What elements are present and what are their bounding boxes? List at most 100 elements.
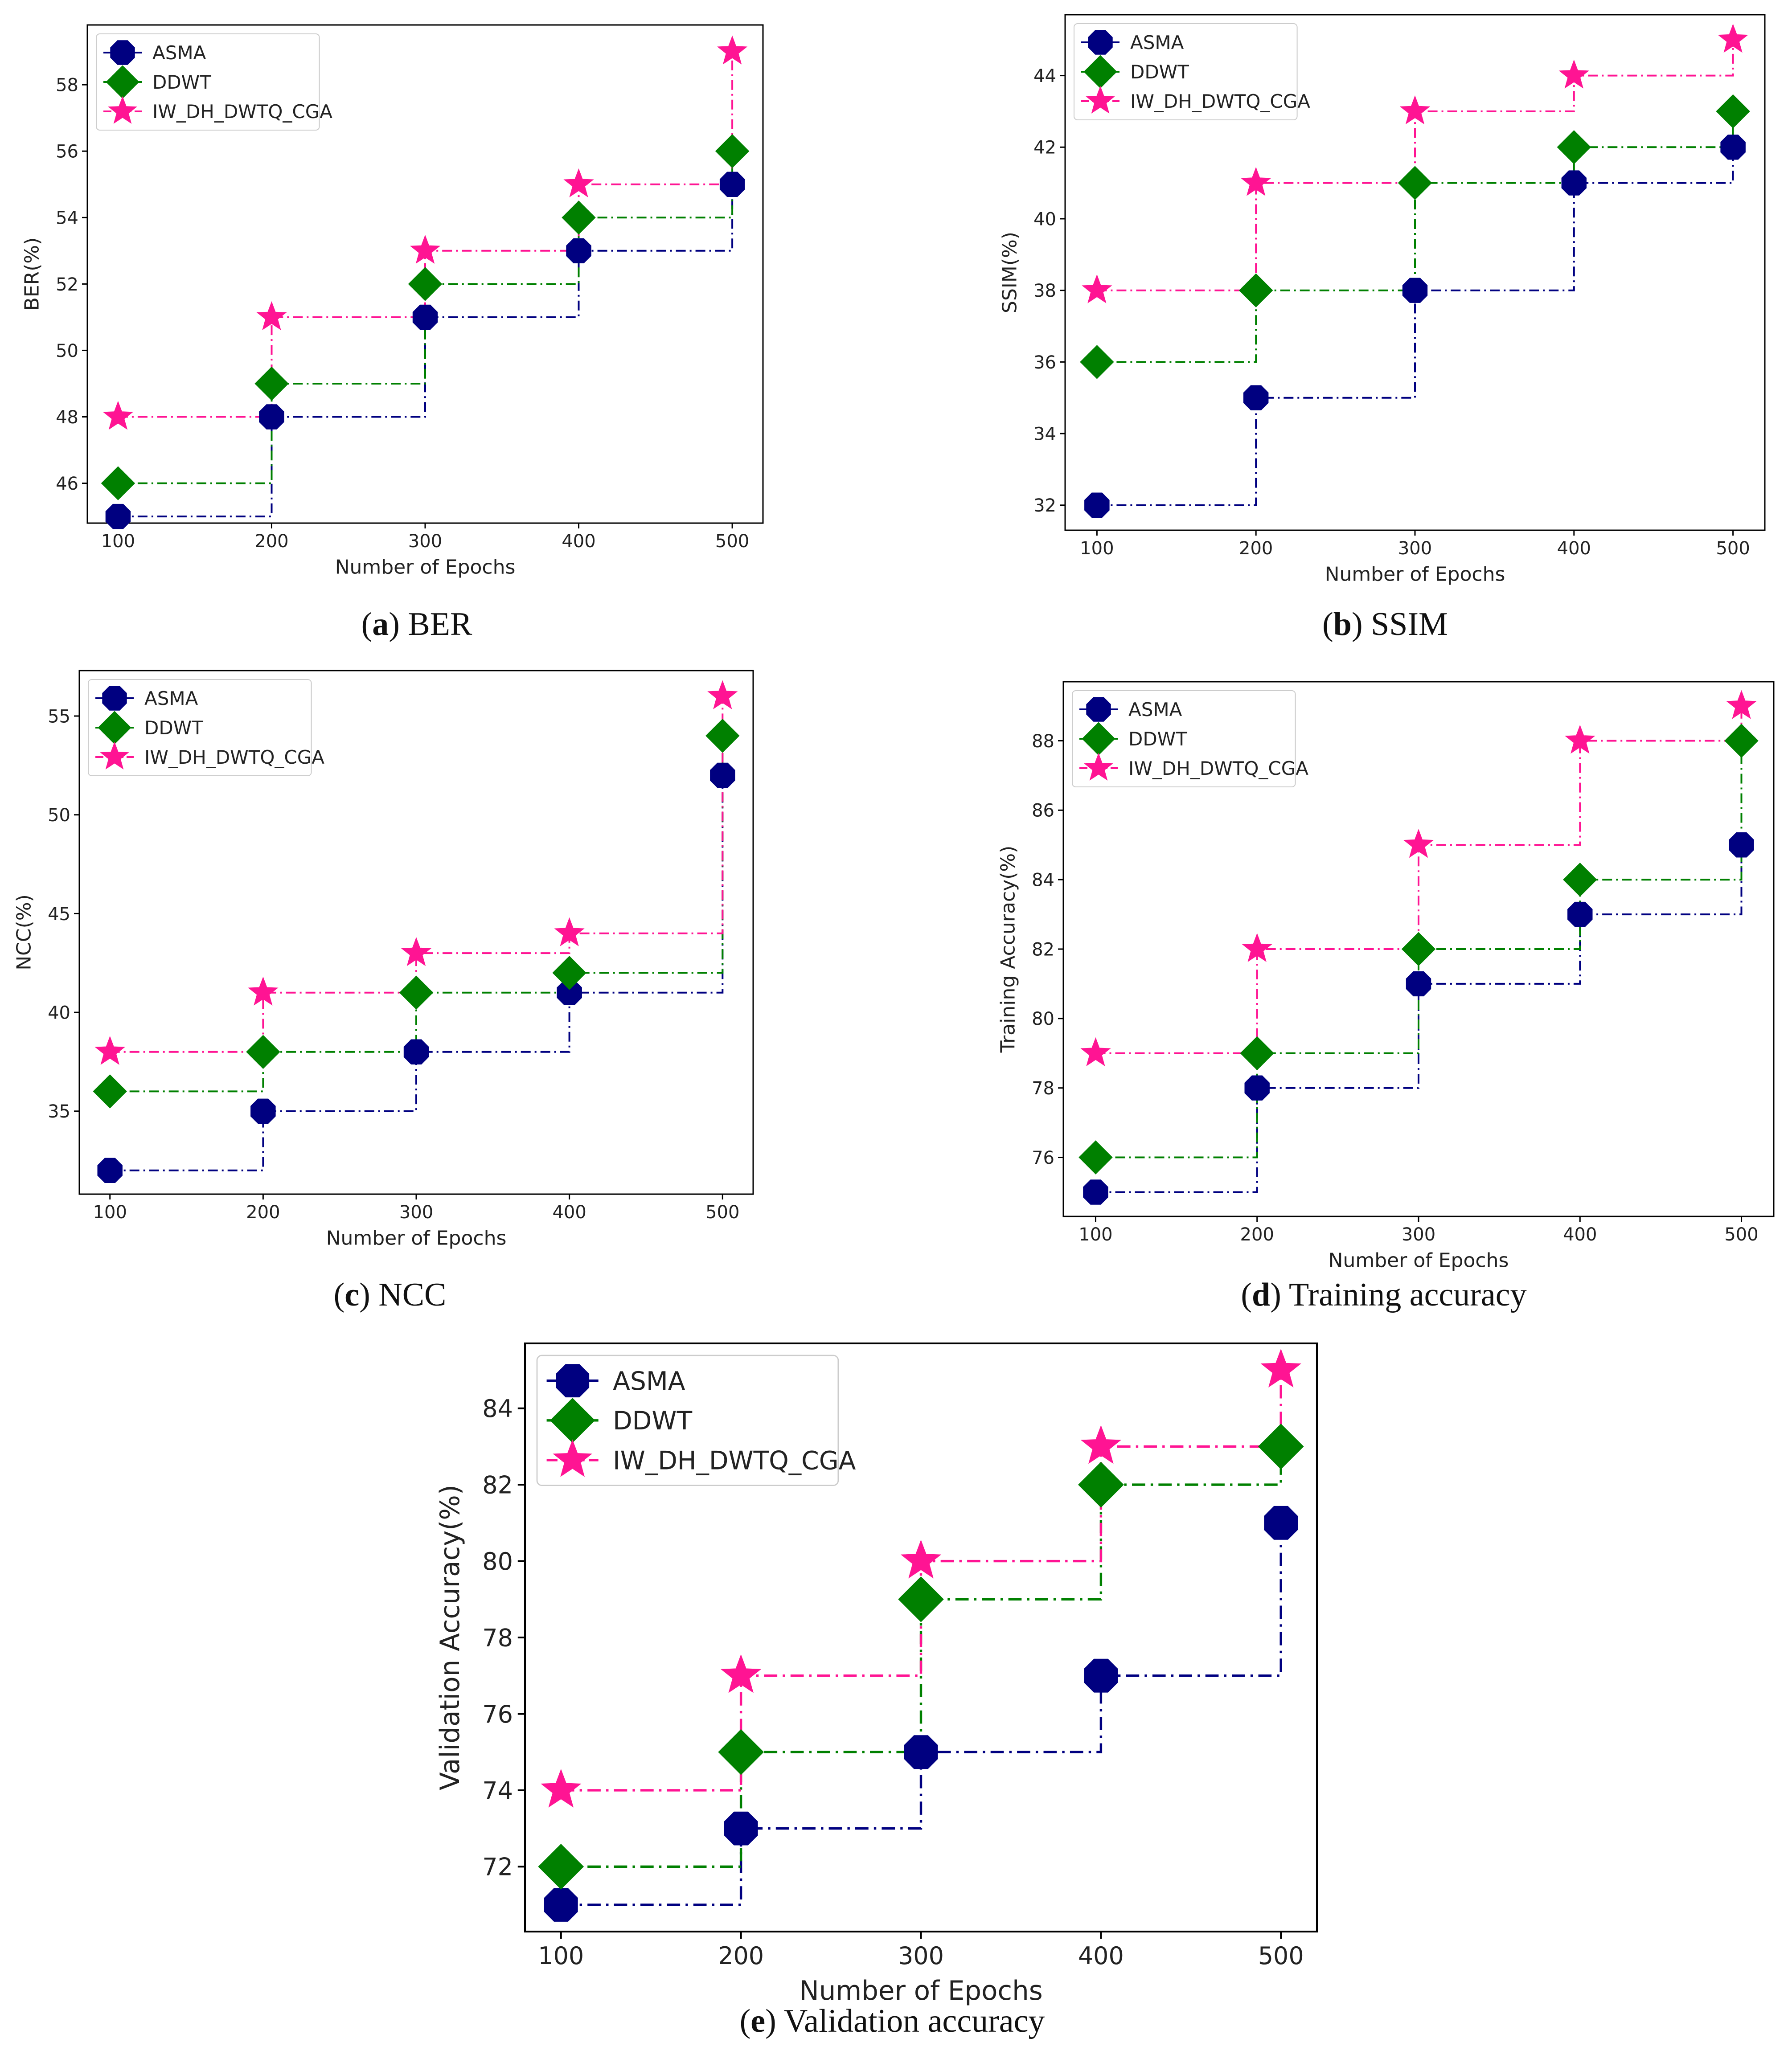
panel-caption: (b) SSIM [1322, 606, 1448, 643]
y-tick-label: 86 [1032, 801, 1054, 821]
legend-marker [556, 1364, 590, 1398]
marker-asma [403, 1039, 429, 1064]
caption-text: NCC [370, 1277, 447, 1313]
legend-label: IW_DH_DWTQ_CGA [613, 1446, 856, 1475]
marker-asma [1084, 1658, 1118, 1693]
caption-close-paren: ) [1352, 606, 1363, 643]
marker-ddwt [246, 1035, 280, 1069]
marker-asma [97, 1158, 123, 1183]
x-tick-label: 500 [1716, 538, 1750, 559]
marker-iw_dh_dwtq_cga [1080, 1425, 1122, 1464]
marker-asma [566, 238, 591, 263]
legend-marker [102, 686, 127, 711]
y-tick-label: 52 [56, 274, 78, 295]
x-tick-label: 200 [1239, 538, 1273, 559]
legend-marker [1088, 30, 1113, 55]
marker-iw_dh_dwtq_cga [1718, 24, 1748, 53]
marker-asma [1406, 971, 1431, 997]
caption-open-paren: ( [334, 1277, 345, 1313]
marker-iw_dh_dwtq_cga [1399, 95, 1431, 124]
marker-asma [557, 980, 582, 1005]
marker-iw_dh_dwtq_cga [1242, 933, 1272, 962]
series-line-ddwt [118, 151, 734, 484]
marker-asma [710, 762, 735, 788]
marker-iw_dh_dwtq_cga [720, 1654, 762, 1693]
marker-ddwt [1240, 1036, 1274, 1071]
marker-ddwt [552, 956, 586, 990]
x-tick-label: 400 [1563, 1224, 1597, 1245]
x-axis-label: Number of Epochs [1325, 563, 1505, 585]
marker-ddwt [1724, 724, 1759, 758]
marker-ddwt [1401, 932, 1436, 966]
marker-asma [105, 503, 131, 529]
marker-iw_dh_dwtq_cga [1403, 829, 1434, 858]
y-tick-label: 44 [1033, 66, 1056, 86]
marker-iw_dh_dwtq_cga [1241, 167, 1271, 196]
caption-close-paren: ) [765, 2003, 776, 2039]
marker-iw_dh_dwtq_cga [900, 1539, 942, 1579]
caption-text: BER [400, 606, 472, 643]
chart-e: 100 200 300 400 500 72 74 76 78 80 82 84 Number of E… [435, 1342, 1318, 2039]
y-tick-label: 50 [56, 341, 78, 361]
marker-asma [544, 1888, 578, 1922]
y-tick-label: 48 [56, 407, 78, 428]
legend-box [536, 1355, 839, 1486]
x-tick-label: 500 [715, 531, 749, 552]
marker-asma [1243, 385, 1269, 410]
caption-letter: d [1252, 1277, 1270, 1313]
marker-ddwt [93, 1074, 127, 1109]
marker-asma [1561, 170, 1587, 196]
x-tick-label: 500 [1258, 1942, 1304, 1970]
marker-iw_dh_dwtq_cga [1080, 1037, 1111, 1066]
y-tick-label: 58 [56, 75, 78, 96]
marker-iw_dh_dwtq_cga [563, 168, 594, 197]
y-tick-label: 72 [482, 1853, 513, 1881]
marker-asma [1084, 492, 1110, 518]
caption-letter: e [750, 2003, 765, 2039]
legend-marker [108, 96, 137, 124]
series-line-asma [118, 184, 734, 518]
marker-asma [724, 1811, 758, 1846]
legend-label: DDWT [1128, 728, 1187, 750]
caption-letter: c [344, 1277, 359, 1313]
legend-label: IW_DH_DWTQ_CGA [1130, 90, 1310, 112]
marker-ddwt [718, 1729, 764, 1775]
x-tick-label: 500 [1724, 1224, 1758, 1245]
y-tick-label: 46 [56, 474, 78, 494]
panel-caption: (e) Validation accuracy [740, 2003, 1045, 2039]
y-tick-label: 82 [482, 1471, 513, 1499]
x-tick-label: 300 [1402, 1224, 1435, 1245]
marker-asma [719, 172, 745, 197]
legend-label: ASMA [144, 688, 198, 709]
y-tick-label: 50 [48, 805, 70, 826]
legend-label: IW_DH_DWTQ_CGA [144, 746, 324, 768]
chart-b: 100 200 300 400 500 32 34 36 38 40 42 44 Number of E… [998, 14, 1766, 643]
marker-ddwt [1238, 273, 1273, 307]
y-tick-label: 84 [1032, 870, 1054, 891]
marker-ddwt [898, 1576, 944, 1622]
legend-box [96, 33, 320, 131]
marker-ddwt [705, 719, 740, 753]
legend-label: ASMA [1130, 32, 1184, 53]
caption-text: Training accuracy [1281, 1277, 1527, 1313]
x-tick-label: 400 [1557, 538, 1591, 559]
x-tick-label: 300 [1398, 538, 1432, 559]
chart-c: 100 200 300 400 500 35 40 45 50 55 Number of Epoch… [12, 670, 754, 1313]
marker-asma [1720, 135, 1746, 160]
marker-iw_dh_dwtq_cga [541, 1768, 582, 1808]
y-tick-label: 84 [482, 1395, 513, 1423]
x-tick-label: 200 [1240, 1224, 1274, 1245]
marker-ddwt [408, 267, 443, 301]
x-tick-label: 400 [1078, 1942, 1124, 1970]
legend-marker [1083, 55, 1117, 89]
y-tick-label: 88 [1032, 731, 1054, 752]
y-tick-label: 42 [1033, 138, 1056, 158]
y-tick-label: 78 [482, 1624, 513, 1652]
legend-box [88, 679, 312, 776]
x-tick-label: 100 [101, 531, 135, 552]
x-tick-label: 200 [718, 1942, 764, 1970]
caption-close-paren: ) [389, 606, 400, 643]
caption-letter: b [1333, 606, 1352, 643]
y-tick-label: 40 [1033, 209, 1056, 229]
x-axis-label: Number of Epochs [326, 1227, 507, 1249]
